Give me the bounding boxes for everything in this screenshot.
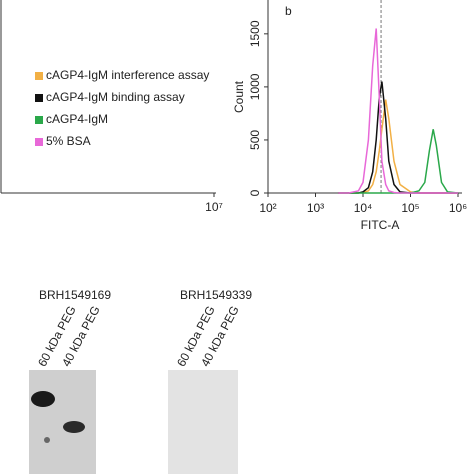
blot-image: [168, 370, 238, 474]
series-line: [338, 28, 458, 194]
spot: [44, 437, 50, 443]
blot-title: BRH1549169: [39, 288, 111, 302]
legend-label: 5% BSA: [46, 134, 91, 148]
y-tick-label: 1000: [248, 73, 262, 100]
band: [63, 421, 85, 433]
series-line: [338, 99, 458, 194]
x-tick-label: 10⁴: [354, 201, 373, 215]
panel-label: b: [285, 4, 292, 18]
y-axis-label: Count: [232, 80, 246, 113]
series-line: [338, 129, 459, 194]
blot-image: [29, 370, 96, 474]
legend-label: cAGP4-IgM: [46, 112, 108, 126]
left-panel-tick-label: 10⁷: [205, 200, 223, 214]
y-tick-label: 0: [248, 189, 262, 196]
x-tick-label: 10⁵: [401, 201, 419, 215]
legend-label: cAGP4-IgM interference assay: [46, 68, 209, 82]
legend-swatch: [35, 94, 43, 102]
y-tick-label: 1500: [248, 20, 262, 47]
legend-swatch: [35, 138, 43, 146]
legend-label: cAGP4-IgM binding assay: [46, 90, 185, 104]
blot-title: BRH1549339: [180, 288, 252, 302]
band: [31, 391, 55, 407]
x-axis-label: FITC-A: [361, 218, 400, 232]
legend-swatch: [35, 72, 43, 80]
y-tick-label: 500: [248, 130, 262, 150]
x-tick-label: 10³: [307, 201, 324, 215]
legend-swatch: [35, 116, 43, 124]
x-tick-label: 10²: [259, 201, 276, 215]
x-tick-label: 10⁶: [449, 201, 467, 215]
